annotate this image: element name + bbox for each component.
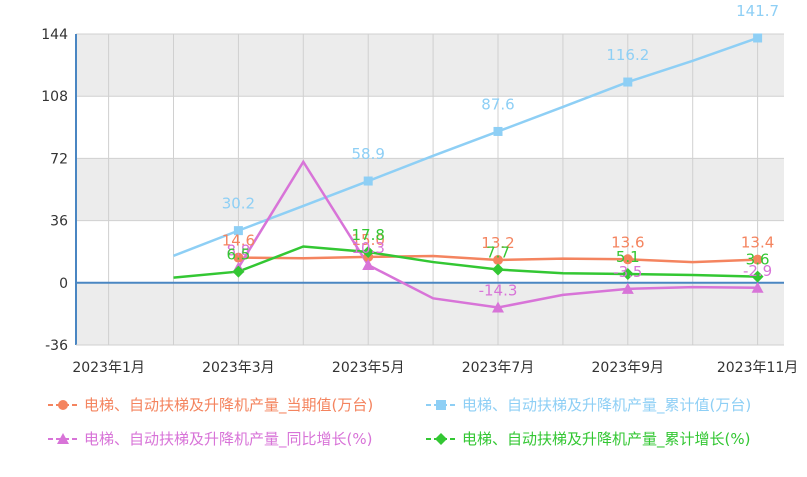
y-tick-label: 36 [50,214,68,230]
x-tick-label: 2023年3月 [202,360,275,376]
x-tick-label: 2023年9月 [592,360,665,376]
data-point-diamond [232,265,245,278]
legend-label: 电梯、自动扶梯及升降机产量_累计值(万台) [462,396,752,414]
legend-triangle-marker-icon [48,432,78,444]
legend-item-current[interactable]: 电梯、自动扶梯及升降机产量_当期值(万台) [48,394,373,415]
legend-label: 电梯、自动扶梯及升降机产量_累计增长(%) [462,430,751,448]
plot-band [76,34,784,97]
data-point-square [623,77,633,87]
legend-item-yoy[interactable]: 电梯、自动扶梯及升降机产量_同比增长(%) [48,428,372,449]
legend-label: 电梯、自动扶梯及升降机产量_同比增长(%) [84,430,373,448]
data-point-square [233,226,243,236]
data-label: -2.9 [743,262,772,280]
series-markers [232,33,764,313]
data-point-circle [622,254,633,265]
data-point-circle [752,254,763,265]
data-label: 6.5 [226,246,250,264]
data-point-square [493,126,503,136]
data-label: 14.6 [222,232,255,250]
legend-item-cumulative[interactable]: 电梯、自动扶梯及升降机产量_累计值(万台) [426,394,751,415]
x-tick-label: 2023年1月 [72,360,145,376]
plot-band [76,282,784,345]
data-point-triangle [492,301,504,313]
series-line [173,36,759,258]
y-tick-label: 72 [50,151,68,167]
legend-square-marker-icon [426,399,456,410]
data-point-square [753,33,763,43]
axes [75,34,784,346]
legend-label: 电梯、自动扶梯及升降机产量_当期值(万台) [84,396,374,414]
data-label: 3.6 [746,251,770,269]
y-tick-label: -36 [45,338,68,354]
data-label: 87.6 [481,95,514,113]
data-point-diamond [751,270,764,283]
series-line [173,245,758,279]
data-point-circle [233,252,244,263]
data-label: 141.7 [736,2,779,20]
data-label: 58.9 [351,145,384,163]
data-label: 13.4 [741,234,774,252]
x-tick-label: 2023年5月 [332,360,405,376]
y-axis-ticks: -36 0 36 72 108 144 [41,27,68,354]
data-label: 17.8 [351,226,384,244]
data-label: 8.8 [226,242,250,260]
data-label: 10.3 [351,239,384,257]
data-point-triangle [362,259,375,271]
x-axis-ticks: 2023年1月 2023年3月 2023年5月 2023年7月 2023年9月 2023年… [72,360,798,376]
plot-band [76,96,784,159]
data-label: 13.2 [481,234,514,252]
data-label: 5.1 [616,248,640,266]
x-tick-label: 2023年11月 [717,360,798,376]
x-tick-label: 2023年7月 [462,360,535,376]
plot-band [76,220,784,283]
y-tick-label: 0 [59,276,68,292]
data-point-diamond [362,246,375,259]
plot-band [76,158,784,221]
data-point-circle [493,254,503,265]
plot-background [76,34,784,345]
data-labels: 14.6 15.0 13.2 13.6 13.4 30.2 58.9 87.6 116.2 141… [222,2,779,300]
data-label: -3.5 [613,263,642,281]
data-point-square [363,176,373,186]
grid-lines [76,33,784,346]
data-label: 30.2 [222,195,255,213]
legend-circle-marker-icon [48,399,78,410]
data-label: 7.7 [486,243,510,261]
data-point-triangle [751,281,764,293]
data-point-diamond [492,263,504,276]
data-point-diamond [621,267,634,280]
data-label: 116.2 [606,46,649,64]
data-label: 13.6 [611,233,644,251]
legend-item-cumulative-growth[interactable]: 电梯、自动扶梯及升降机产量_累计增长(%) [426,428,750,449]
data-label: 15.0 [351,231,384,249]
y-tick-label: 144 [41,27,68,43]
data-point-triangle [621,282,634,294]
data-label: -14.3 [479,282,518,300]
y-tick-label: 108 [41,89,68,105]
legend-diamond-marker-icon [426,432,456,445]
